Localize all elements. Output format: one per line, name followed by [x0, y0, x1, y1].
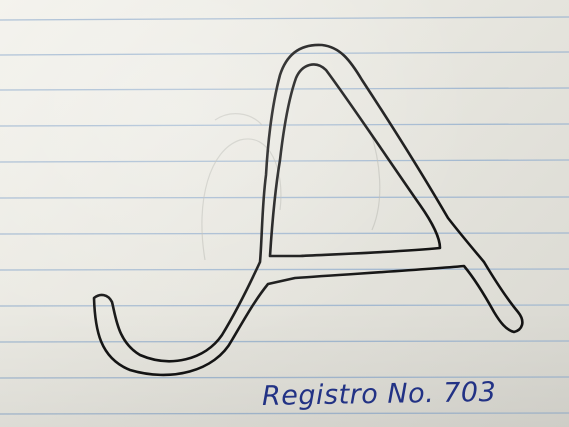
- registration-caption: Registro No. 703: [261, 376, 497, 412]
